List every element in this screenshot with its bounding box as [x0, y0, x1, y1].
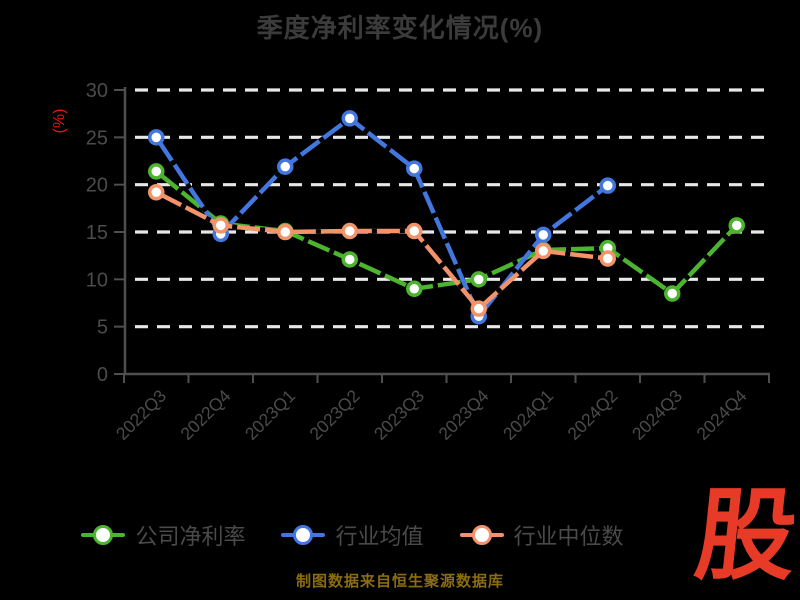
svg-text:2023Q3: 2023Q3 [370, 386, 428, 444]
svg-text:10: 10 [86, 269, 108, 291]
chart-title: 季度净利率变化情况(%) [256, 13, 544, 43]
svg-text:2024Q3: 2024Q3 [628, 386, 686, 444]
svg-text:2023Q2: 2023Q2 [305, 386, 363, 444]
svg-text:2022Q4: 2022Q4 [176, 386, 234, 444]
svg-text:2024Q1: 2024Q1 [499, 386, 557, 444]
svg-text:20: 20 [86, 175, 108, 197]
svg-text:0: 0 [97, 364, 108, 386]
legend-item-industry-mean: 行业均值 [281, 519, 424, 551]
svg-text:2024Q2: 2024Q2 [563, 386, 621, 444]
green-line-marker-icon [81, 525, 126, 545]
svg-text:2022Q3: 2022Q3 [112, 386, 170, 444]
stock-logo: 股 [690, 480, 800, 592]
legend-label: 行业均值 [335, 524, 424, 549]
blue-line-marker-icon [281, 525, 326, 545]
legend-item-company-net-margin: 公司净利率 [81, 519, 245, 551]
orange-line-marker-icon [459, 525, 504, 545]
svg-text:2023Q1: 2023Q1 [241, 386, 299, 444]
svg-text:2024Q4: 2024Q4 [692, 386, 750, 444]
legend-label: 公司净利率 [135, 524, 246, 549]
svg-text:2023Q4: 2023Q4 [434, 386, 492, 444]
data-source-note: 制图数据来自恒生聚源数据库 [295, 573, 504, 590]
legend-item-industry-median: 行业中位数 [459, 519, 624, 551]
legend: 公司净利率 行业均值 行业中位数 [0, 519, 705, 551]
svg-text:30: 30 [86, 80, 108, 102]
svg-text:5: 5 [97, 317, 108, 339]
svg-text:15: 15 [86, 222, 108, 244]
svg-text:25: 25 [86, 127, 108, 149]
legend-label: 行业中位数 [513, 524, 624, 549]
